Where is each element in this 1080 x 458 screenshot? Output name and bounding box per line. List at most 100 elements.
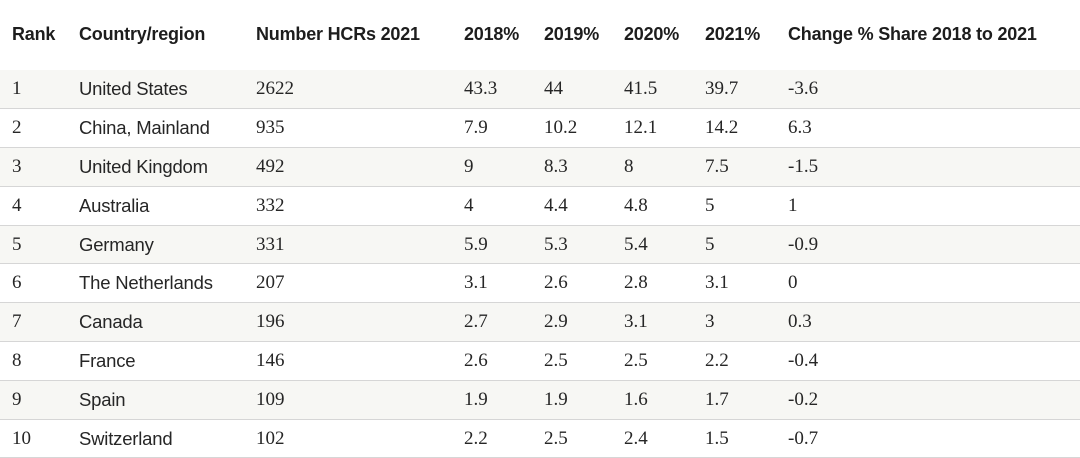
header-rank: Rank <box>12 23 56 44</box>
cell-2019-pct: 8.3 <box>544 155 568 177</box>
header-country: Country/region <box>79 23 206 44</box>
cell-number-hcrs: 109 <box>256 388 285 410</box>
cell-2019-pct: 2.5 <box>544 349 568 371</box>
cell-2021-pct: 3 <box>705 311 715 333</box>
cell-2019-pct: 4.4 <box>544 194 568 216</box>
table-row: 9 Spain 109 1.9 1.9 1.6 1.7 -0.2 <box>0 380 1080 420</box>
cell-country: Germany <box>79 233 154 255</box>
cell-rank: 1 <box>12 78 22 100</box>
cell-number-hcrs: 331 <box>256 233 285 255</box>
cell-country: Australia <box>79 194 150 216</box>
header-number-hcrs: Number HCRs 2021 <box>256 23 420 44</box>
cell-rank: 3 <box>12 155 22 177</box>
cell-2021-pct: 1.5 <box>705 427 729 449</box>
table-row: 8 France 146 2.6 2.5 2.5 2.2 -0.4 <box>0 341 1080 381</box>
cell-2018-pct: 2.6 <box>464 349 488 371</box>
cell-number-hcrs: 146 <box>256 349 285 371</box>
cell-number-hcrs: 207 <box>256 272 285 294</box>
cell-rank: 6 <box>12 272 22 294</box>
cell-2019-pct: 2.6 <box>544 272 568 294</box>
cell-2020-pct: 2.5 <box>624 349 648 371</box>
cell-change-share: 0 <box>788 272 798 294</box>
cell-change-share: 1 <box>788 194 798 216</box>
cell-2019-pct: 2.5 <box>544 427 568 449</box>
cell-rank: 8 <box>12 349 22 371</box>
cell-rank: 4 <box>12 194 22 216</box>
cell-2020-pct: 12.1 <box>624 117 658 139</box>
cell-2020-pct: 41.5 <box>624 78 658 100</box>
cell-country: The Netherlands <box>79 272 213 294</box>
cell-rank: 7 <box>12 311 22 333</box>
table-row: 6 The Netherlands 207 3.1 2.6 2.8 3.1 0 <box>0 263 1080 303</box>
cell-rank: 9 <box>12 388 22 410</box>
cell-number-hcrs: 196 <box>256 311 285 333</box>
cell-change-share: 6.3 <box>788 117 812 139</box>
header-2020-pct: 2020% <box>624 23 680 44</box>
table-row: 4 Australia 332 4 4.4 4.8 5 1 <box>0 186 1080 226</box>
table-row: 2 China, Mainland 935 7.9 10.2 12.1 14.2 6.3 <box>0 108 1080 148</box>
cell-2020-pct: 3.1 <box>624 311 648 333</box>
cell-2019-pct: 44 <box>544 78 563 100</box>
cell-change-share: -1.5 <box>788 155 819 177</box>
cell-2018-pct: 5.9 <box>464 233 488 255</box>
cell-2018-pct: 2.2 <box>464 427 488 449</box>
cell-rank: 10 <box>12 427 31 449</box>
cell-number-hcrs: 332 <box>256 194 285 216</box>
cell-country: Spain <box>79 388 126 410</box>
cell-2018-pct: 4 <box>464 194 474 216</box>
cell-2018-pct: 43.3 <box>464 78 498 100</box>
cell-number-hcrs: 492 <box>256 155 285 177</box>
cell-country: Canada <box>79 311 143 333</box>
cell-change-share: -0.2 <box>788 388 819 410</box>
header-row: Rank Country/region Number HCRs 2021 201… <box>0 0 1080 70</box>
cell-2018-pct: 2.7 <box>464 311 488 333</box>
cell-number-hcrs: 2622 <box>256 78 294 100</box>
cell-country: France <box>79 349 136 371</box>
cell-2020-pct: 2.8 <box>624 272 648 294</box>
cell-country: United States <box>79 78 188 100</box>
cell-2020-pct: 2.4 <box>624 427 648 449</box>
table-row: 3 United Kingdom 492 9 8.3 8 7.5 -1.5 <box>0 147 1080 187</box>
table-row: 1 United States 2622 43.3 44 41.5 39.7 -3.6 <box>0 70 1080 109</box>
cell-2021-pct: 2.2 <box>705 349 729 371</box>
cell-2020-pct: 4.8 <box>624 194 648 216</box>
cell-2019-pct: 5.3 <box>544 233 568 255</box>
cell-2021-pct: 14.2 <box>705 117 739 139</box>
cell-2018-pct: 3.1 <box>464 272 488 294</box>
cell-change-share: -3.6 <box>788 78 819 100</box>
cell-2020-pct: 8 <box>624 155 634 177</box>
cell-rank: 2 <box>12 117 22 139</box>
cell-2019-pct: 10.2 <box>544 117 578 139</box>
cell-2019-pct: 2.9 <box>544 311 568 333</box>
cell-change-share: -0.4 <box>788 349 819 371</box>
cell-change-share: 0.3 <box>788 311 812 333</box>
table-row: 5 Germany 331 5.9 5.3 5.4 5 -0.9 <box>0 225 1080 264</box>
cell-country: United Kingdom <box>79 155 208 177</box>
header-change-share: Change % Share 2018 to 2021 <box>788 23 1037 44</box>
table-row: 10 Switzerland 102 2.2 2.5 2.4 1.5 -0.7 <box>0 419 1080 458</box>
header-2018-pct: 2018% <box>464 23 520 44</box>
cell-2021-pct: 39.7 <box>705 78 739 100</box>
header-2019-pct: 2019% <box>544 23 600 44</box>
cell-2020-pct: 1.6 <box>624 388 648 410</box>
cell-2021-pct: 5 <box>705 233 715 255</box>
cell-change-share: -0.9 <box>788 233 819 255</box>
cell-number-hcrs: 935 <box>256 117 285 139</box>
cell-2018-pct: 7.9 <box>464 117 488 139</box>
cell-number-hcrs: 102 <box>256 427 285 449</box>
cell-rank: 5 <box>12 233 22 255</box>
cell-country: Switzerland <box>79 427 173 449</box>
table-header: Rank Country/region Number HCRs 2021 201… <box>0 0 1080 70</box>
table-body: 1 United States 2622 43.3 44 41.5 39.7 -3.6 2 Chi… <box>0 70 1080 458</box>
cell-change-share: -0.7 <box>788 427 819 449</box>
cell-2018-pct: 9 <box>464 155 474 177</box>
cell-2021-pct: 7.5 <box>705 155 729 177</box>
table-row: 7 Canada 196 2.7 2.9 3.1 3 0.3 <box>0 302 1080 342</box>
cell-2018-pct: 1.9 <box>464 388 488 410</box>
cell-2021-pct: 5 <box>705 194 715 216</box>
header-2021-pct: 2021% <box>705 23 761 44</box>
cell-2019-pct: 1.9 <box>544 388 568 410</box>
cell-country: China, Mainland <box>79 117 210 139</box>
cell-2021-pct: 3.1 <box>705 272 729 294</box>
